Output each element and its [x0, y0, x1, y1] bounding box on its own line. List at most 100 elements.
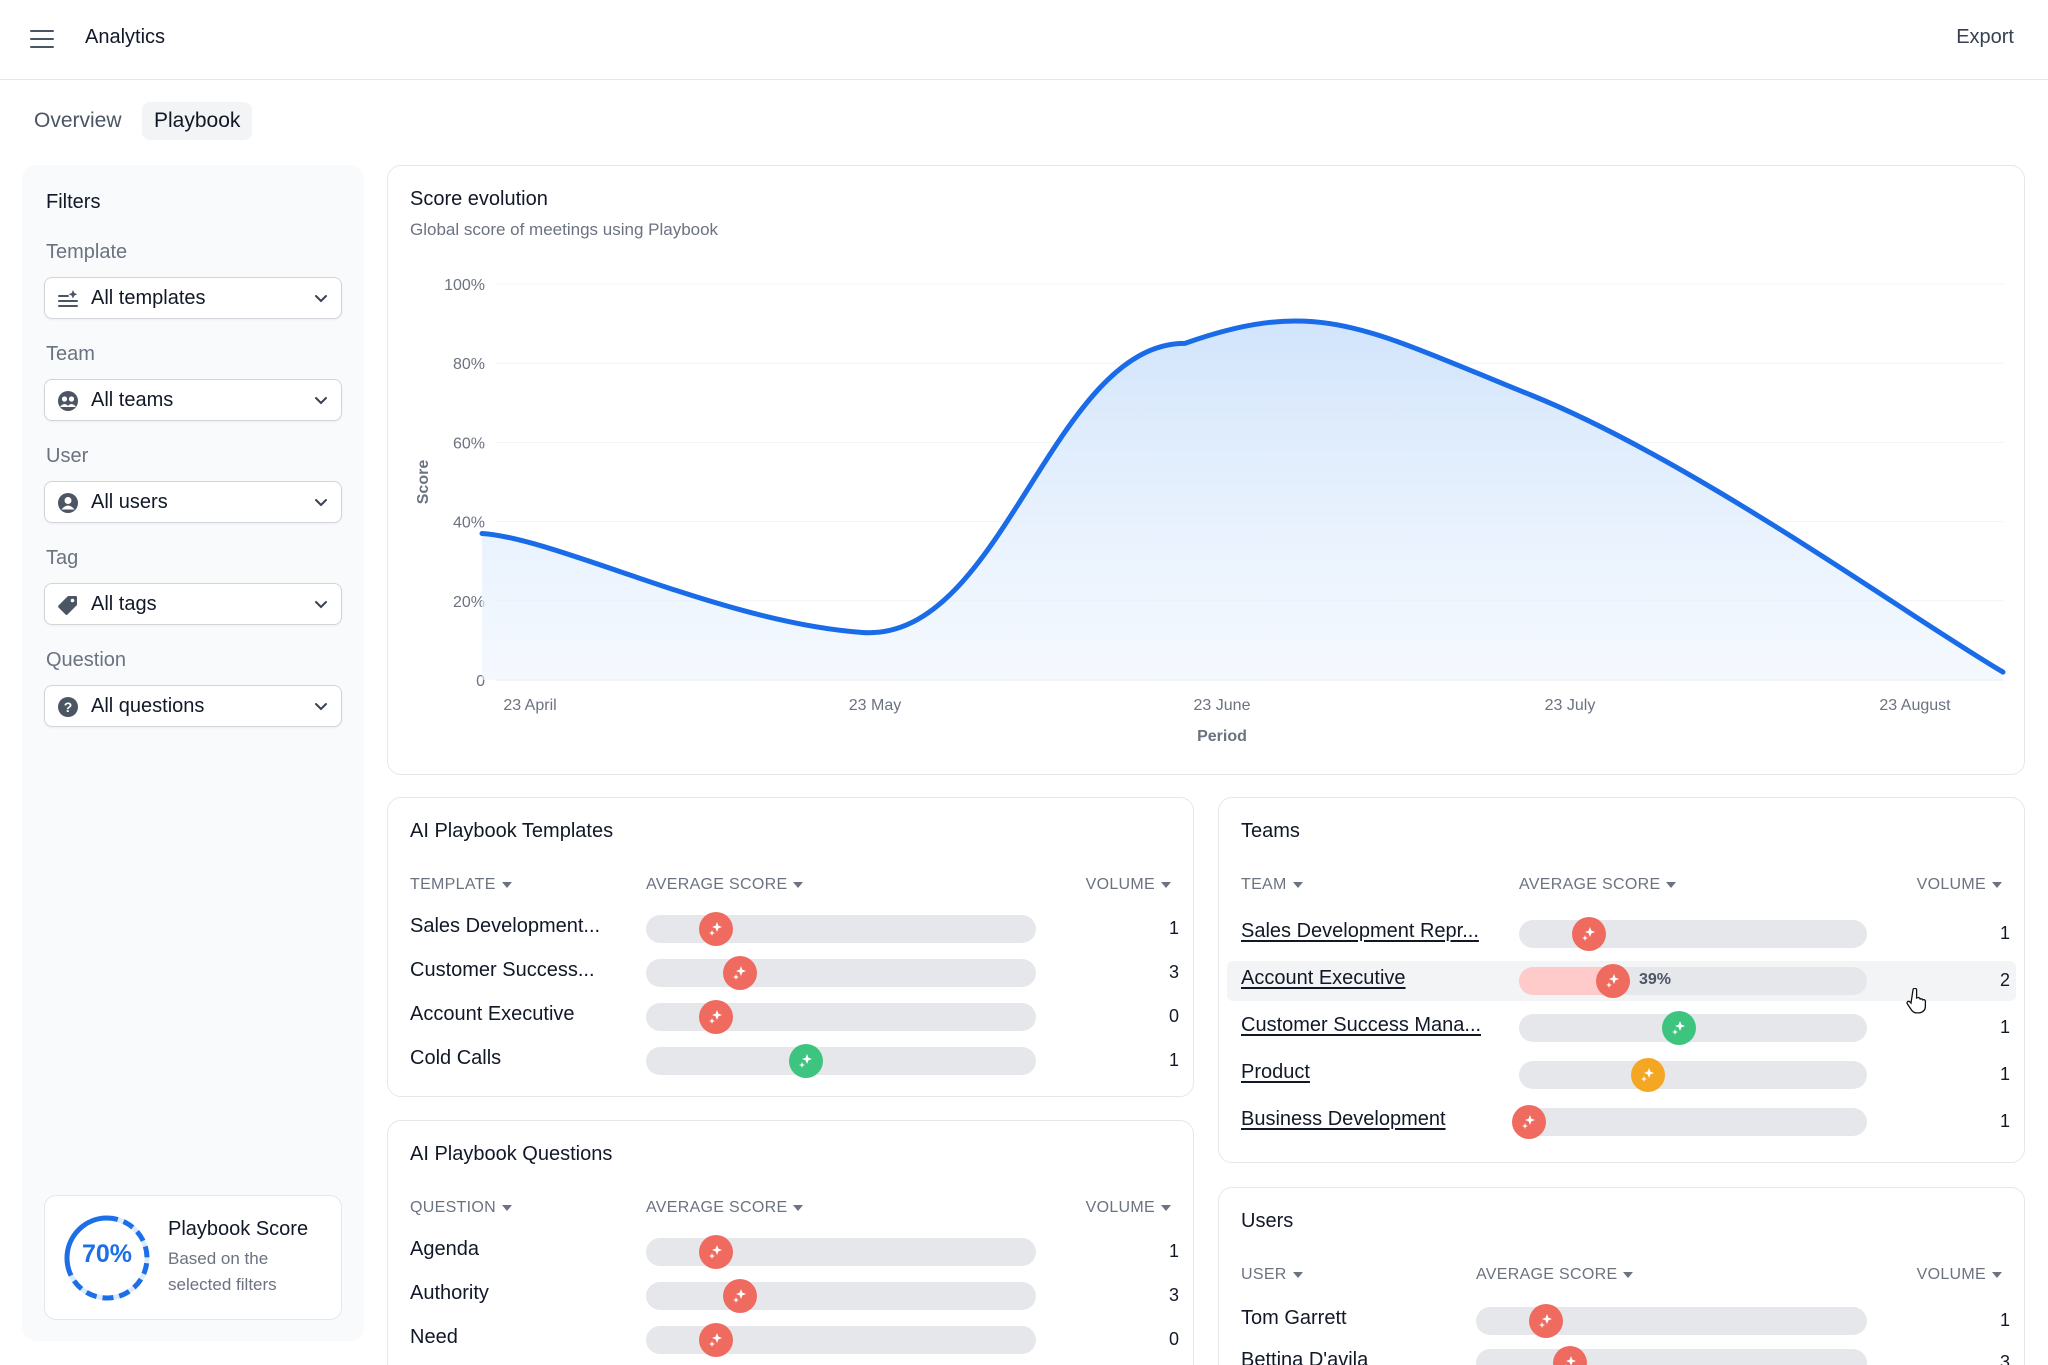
top-bar: Analytics Export — [0, 0, 2048, 80]
playbook-score-card: 70% Playbook Score Based on the selected… — [44, 1195, 342, 1320]
row-volume: 0 — [1168, 1006, 1179, 1026]
team-select[interactable]: All teams — [44, 379, 342, 421]
y-tick-label: 100% — [444, 277, 485, 294]
team-icon — [58, 391, 78, 411]
question-select[interactable]: ? All questions — [44, 685, 342, 727]
team-select-value: All teams — [91, 389, 174, 411]
row-name: Sales Development... — [410, 915, 601, 937]
volume-header[interactable]: VOLUME — [1086, 1199, 1171, 1217]
row-volume: 1 — [1999, 1017, 2010, 1037]
chevron-down-icon — [315, 703, 327, 711]
question-select-value: All questions — [91, 695, 205, 717]
svg-text:?: ? — [64, 699, 73, 715]
y-tick-label: 0 — [476, 673, 485, 690]
app-title: Analytics — [85, 26, 166, 48]
score-bar — [646, 1000, 1036, 1034]
row-name[interactable]: Business Development — [1241, 1108, 1446, 1130]
volume-header[interactable]: VOLUME — [1086, 876, 1171, 894]
row-name: Cold Calls — [410, 1047, 502, 1069]
volume-header[interactable]: VOLUME — [1917, 1266, 2002, 1284]
volume-header-label: VOLUME — [1916, 1266, 1986, 1283]
row-volume: 1 — [1168, 918, 1179, 938]
sparkle-score-icon — [1630, 1058, 1665, 1092]
score-evolution-panel: Score evolution Global score of meetings… — [387, 165, 2025, 775]
average-score-header[interactable]: AVERAGE SCORE — [646, 876, 804, 894]
sort-caret-icon — [1992, 1271, 2002, 1278]
row-name: Customer Success... — [410, 959, 595, 981]
chevron-down-icon — [315, 601, 327, 609]
template-select[interactable]: All templates — [44, 277, 342, 319]
row-volume: 1 — [1999, 923, 2010, 943]
chevron-down-icon — [315, 499, 327, 507]
template-icon — [58, 290, 78, 307]
template-filter-label: Template — [46, 241, 128, 263]
row-volume: 3 — [1168, 1285, 1179, 1305]
average-score-header[interactable]: AVERAGE SCORE — [1476, 1266, 1634, 1284]
row-name: Authority — [410, 1282, 489, 1304]
x-tick-label: 23 April — [503, 697, 556, 714]
row-name: Tom Garrett — [1241, 1307, 1347, 1329]
row-volume: 3 — [1999, 1352, 2010, 1365]
filters-sidebar: Filters Template All templates Team All … — [22, 165, 364, 1341]
row-volume: 3 — [1168, 962, 1179, 982]
tag-select[interactable]: All tags — [44, 583, 342, 625]
sparkle-score-icon — [699, 1323, 734, 1357]
row-volume: 1 — [1168, 1050, 1179, 1070]
average-score-header[interactable]: AVERAGE SCORE — [1519, 876, 1677, 894]
x-tick-label: 23 May — [849, 697, 901, 714]
users-panel: Users USER AVERAGE SCORE VOLUME Tom Garrett… — [1218, 1187, 2025, 1365]
name-header-label: QUESTION — [410, 1199, 496, 1216]
user-select[interactable]: All users — [44, 481, 342, 523]
sort-caret-icon — [793, 881, 804, 888]
score-bar — [1519, 1011, 1867, 1045]
sort-caret-icon — [1292, 1271, 1303, 1278]
chevron-down-icon — [315, 397, 327, 405]
tab-overview[interactable]: Overview — [34, 109, 122, 132]
teams-title: Teams — [1241, 820, 1300, 842]
name-header[interactable]: TEAM — [1241, 876, 1303, 894]
volume-header[interactable]: VOLUME — [1917, 876, 2002, 894]
score-bar — [1519, 1058, 1867, 1092]
playbook-score-subtitle: Based on the selected filters — [168, 1249, 277, 1294]
sparkle-score-icon — [1595, 964, 1630, 998]
hamburger-menu-icon[interactable] — [30, 30, 54, 50]
average-score-header[interactable]: AVERAGE SCORE — [646, 1199, 804, 1217]
row-name: Agenda — [410, 1238, 479, 1260]
average-score-header-label: AVERAGE SCORE — [1476, 1266, 1618, 1283]
x-tick-label: 23 June — [1194, 697, 1251, 714]
sparkle-score-icon — [722, 956, 757, 990]
sparkle-score-icon — [699, 912, 734, 946]
name-header-label: TEAM — [1241, 876, 1287, 893]
row-name[interactable]: Customer Success Mana... — [1241, 1014, 1482, 1036]
user-icon — [58, 493, 78, 513]
tag-filter-label: Tag — [46, 547, 79, 569]
score-bar — [646, 1044, 1036, 1078]
name-header[interactable]: USER — [1241, 1266, 1303, 1284]
row-name[interactable]: Sales Development Repr... — [1241, 920, 1479, 942]
name-header[interactable]: QUESTION — [410, 1199, 512, 1217]
name-header[interactable]: TEMPLATE — [410, 876, 512, 894]
tag-icon — [58, 596, 77, 615]
sparkle-score-icon — [722, 1279, 757, 1313]
questions-panel: AI Playbook Questions QUESTION AVERAGE SC… — [387, 1120, 1194, 1365]
sparkle-score-icon — [1529, 1304, 1564, 1338]
row-name[interactable]: Account Executive — [1241, 967, 1406, 989]
sort-caret-icon — [793, 1204, 804, 1211]
sort-caret-icon — [501, 1204, 512, 1211]
sparkle-score-icon — [1662, 1011, 1697, 1045]
sort-caret-icon — [1992, 881, 2002, 888]
y-tick-label: 80% — [453, 356, 485, 373]
average-score-header-label: AVERAGE SCORE — [646, 876, 788, 893]
row-name: Need — [410, 1326, 458, 1348]
volume-header-label: VOLUME — [1085, 1199, 1155, 1216]
chart-title: Score evolution — [410, 188, 548, 210]
sort-caret-icon — [1161, 1204, 1171, 1211]
tab-playbook[interactable]: Playbook — [142, 102, 253, 140]
row-name[interactable]: Product — [1241, 1061, 1310, 1083]
sort-caret-icon — [1623, 1271, 1634, 1278]
sort-caret-icon — [1666, 881, 1677, 888]
series-line — [479, 318, 2006, 675]
export-button[interactable]: Export — [1956, 26, 2014, 48]
sort-caret-icon — [501, 881, 512, 888]
teams-panel: Teams TEAM AVERAGE SCORE VOLUME Sales Devel… — [1218, 797, 2025, 1163]
